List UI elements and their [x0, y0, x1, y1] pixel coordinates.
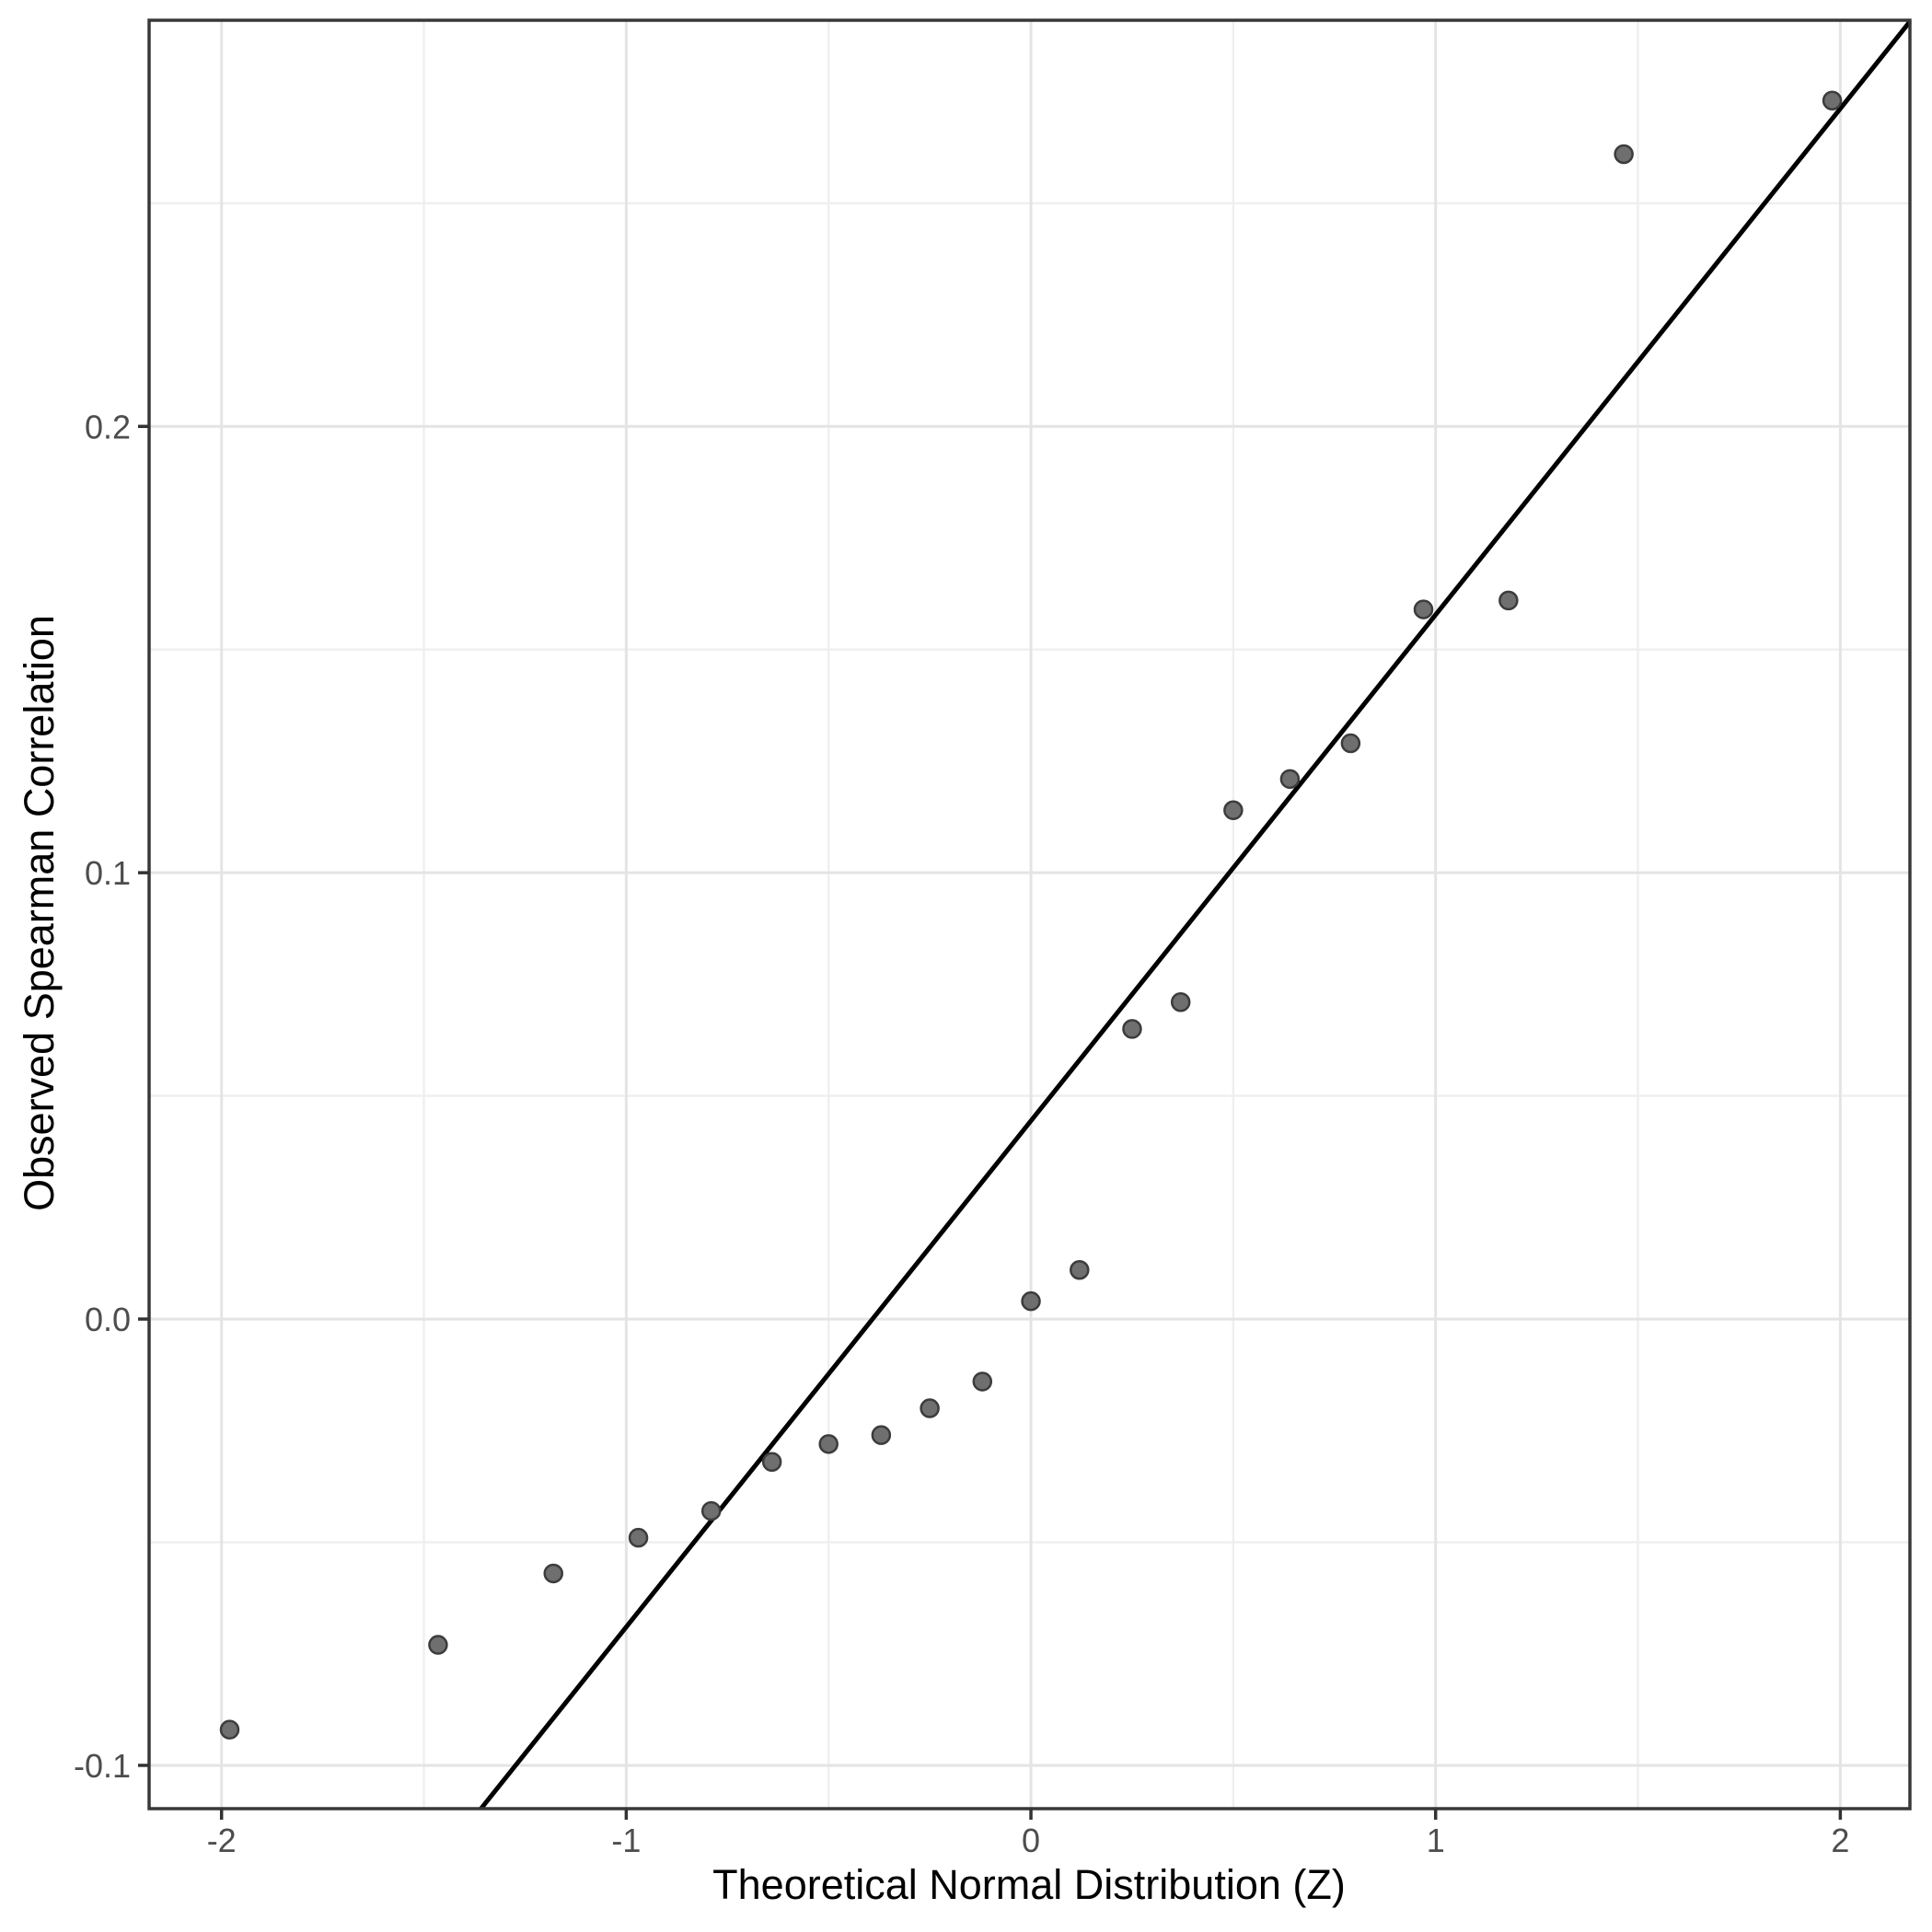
data-point — [761, 1452, 782, 1472]
data-point — [818, 1434, 839, 1454]
data-point — [1070, 1259, 1090, 1280]
major-gridlines — [149, 20, 1910, 1809]
data-point — [219, 1719, 240, 1740]
x-tick-label: -2 — [207, 1822, 237, 1859]
y-tick-label: 0.0 — [85, 1301, 131, 1338]
data-point — [1170, 992, 1191, 1012]
data-point — [1413, 599, 1434, 619]
data-point — [1340, 733, 1361, 754]
data-point — [1021, 1290, 1041, 1312]
y-tick-label: 0.1 — [85, 854, 131, 892]
data-point — [1614, 144, 1634, 165]
y-tick-label: 0.2 — [85, 408, 131, 445]
x-axis-title: Theoretical Normal Distribution (Z) — [712, 1861, 1346, 1908]
reference-line-group — [479, 19, 1912, 1811]
data-point — [1223, 800, 1244, 821]
data-point — [700, 1500, 722, 1521]
x-tick-label: -1 — [611, 1822, 641, 1859]
y-axis-title: Observed Spearman Correlation — [16, 615, 63, 1211]
x-tick-label: 0 — [1022, 1822, 1040, 1859]
data-point — [1498, 590, 1519, 611]
minor-gridlines — [149, 20, 1910, 1809]
y-tick-label: -0.1 — [74, 1747, 131, 1785]
data-point — [1122, 1019, 1142, 1039]
panel-border — [147, 18, 1912, 1811]
data-points-group — [219, 90, 1843, 1740]
data-point — [972, 1371, 993, 1392]
data-point — [628, 1527, 649, 1548]
data-point — [543, 1563, 563, 1584]
data-point — [871, 1425, 892, 1445]
qq-reference-line — [479, 19, 1912, 1811]
data-point — [920, 1398, 940, 1418]
axis-ticks — [138, 424, 1843, 1820]
data-point — [1822, 90, 1843, 111]
data-point — [1279, 769, 1301, 790]
x-tick-label: 2 — [1831, 1822, 1849, 1859]
data-point — [428, 1635, 448, 1655]
axis-tick-labels: -2 -1 0 1 2 0.2 0.1 0.0 -0.1 — [74, 408, 1849, 1859]
x-tick-label: 1 — [1427, 1822, 1445, 1859]
